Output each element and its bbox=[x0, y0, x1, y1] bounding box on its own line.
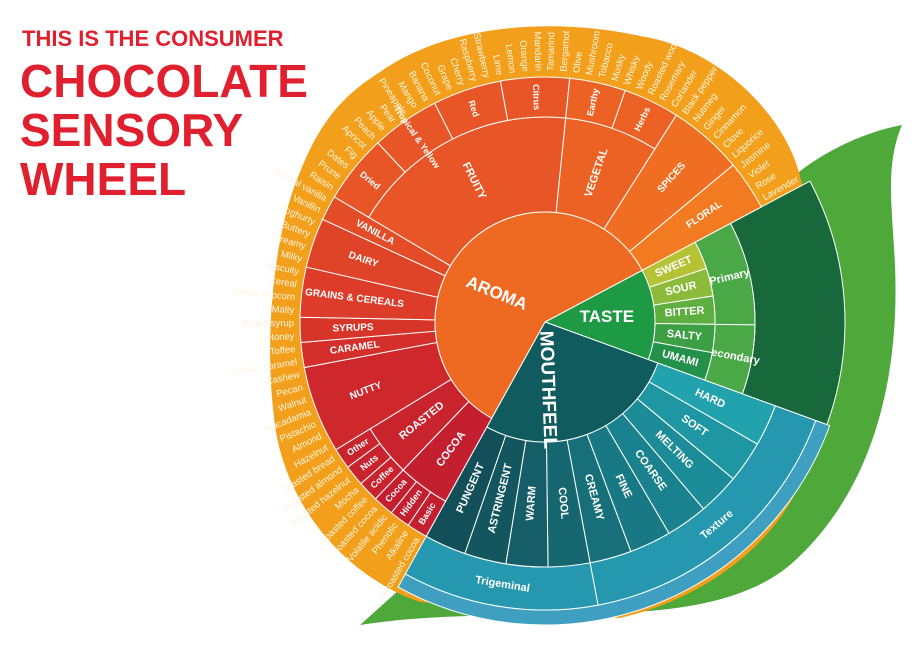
mouthfeel-label: MOUTHFEEL bbox=[535, 331, 560, 450]
aroma-descriptor: Lime bbox=[490, 54, 505, 76]
aroma-descriptor: Olive bbox=[571, 51, 585, 74]
taste-item-label: BITTER bbox=[664, 305, 705, 320]
aroma-descriptor: Milky bbox=[280, 249, 304, 265]
aroma-core bbox=[434, 211, 643, 419]
aroma-descriptor: Maple syrup bbox=[242, 318, 294, 329]
title-line: THIS IS THE CONSUMER bbox=[22, 26, 284, 51]
aroma-subgroup-label: Citrus bbox=[531, 84, 542, 110]
mouthfeel-core bbox=[486, 321, 659, 443]
aroma-descriptor: Lemon bbox=[503, 44, 518, 74]
taste-label: TASTE bbox=[580, 307, 634, 326]
mouthfeel-item-label: WARM bbox=[524, 486, 539, 522]
aroma-descriptor: Toffee bbox=[269, 344, 296, 358]
title-line: CHOCOLATE bbox=[20, 55, 308, 107]
aroma-descriptor: Honey bbox=[267, 331, 295, 344]
aroma-descriptor: Cereal bbox=[268, 275, 297, 290]
mouthfeel-item-label: COOL bbox=[555, 487, 570, 520]
aroma-descriptor: Tamarind bbox=[545, 32, 557, 71]
taste-item-label: SALTY bbox=[666, 328, 703, 343]
aroma-descriptor: Orange bbox=[517, 40, 530, 72]
aroma-descriptor: Malty bbox=[271, 304, 294, 316]
aroma-descriptor: Mandarin bbox=[531, 31, 543, 71]
aroma-group-label: SYRUPS bbox=[332, 322, 374, 334]
wheel-layer: PrimarySWEETSOURBITTERSecondarySALTYUMAM… bbox=[230, 30, 846, 626]
taste-core bbox=[543, 269, 656, 361]
aroma-descriptor: Bergamot bbox=[558, 30, 572, 72]
title-line: SENSORY bbox=[20, 104, 243, 156]
title-line: WHEEL bbox=[20, 153, 186, 205]
